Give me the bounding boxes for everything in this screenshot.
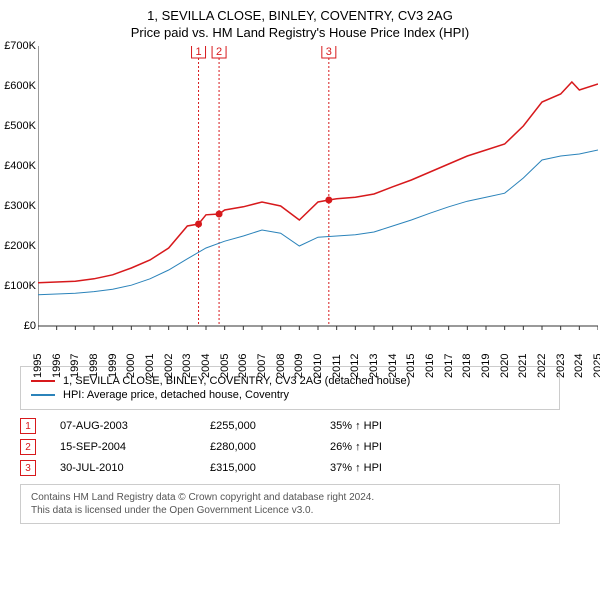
x-tick-label: 2004 [200, 354, 212, 378]
tx-price: £255,000 [210, 420, 330, 432]
tx-date: 07-AUG-2003 [60, 420, 210, 432]
y-tick-label: £100K [4, 280, 36, 292]
x-tick-label: 2014 [387, 354, 399, 378]
footer-line: This data is licensed under the Open Gov… [31, 504, 549, 517]
chart-title: 1, SEVILLA CLOSE, BINLEY, COVENTRY, CV3 … [8, 8, 592, 23]
x-tick-label: 1998 [88, 354, 100, 378]
x-tick-label: 2016 [424, 354, 436, 378]
x-tick-label: 2000 [125, 354, 137, 378]
tx-date: 15-SEP-2004 [60, 441, 210, 453]
legend-label: HPI: Average price, detached house, Cove… [63, 389, 289, 401]
tx-index: 3 [20, 460, 36, 476]
tx-delta: 35% ↑ HPI [330, 420, 450, 432]
y-tick-label: £600K [4, 80, 36, 92]
x-tick-label: 2008 [275, 354, 287, 378]
transaction-table: 1 07-AUG-2003£255,00035% ↑ HPI 2 15-SEP-200… [20, 418, 560, 476]
x-tick-label: 2007 [256, 354, 268, 378]
x-tick-label: 2013 [368, 354, 380, 378]
x-tick-label: 2001 [144, 354, 156, 378]
y-tick-label: £200K [4, 240, 36, 252]
y-tick-label: £700K [4, 40, 36, 52]
chart-plot: £0£100K£200K£300K£400K£500K£600K£700K 12… [38, 46, 598, 356]
x-tick-label: 1999 [107, 354, 119, 378]
table-row: 3 30-JUL-2010£315,00037% ↑ HPI [20, 460, 560, 476]
table-row: 2 15-SEP-2004£280,00026% ↑ HPI [20, 439, 560, 455]
y-tick-label: £0 [24, 320, 36, 332]
table-row: 1 07-AUG-2003£255,00035% ↑ HPI [20, 418, 560, 434]
y-tick-label: £400K [4, 160, 36, 172]
x-tick-label: 2022 [536, 354, 548, 378]
x-tick-label: 2021 [517, 354, 529, 378]
x-tick-label: 1996 [51, 354, 63, 378]
chart-svg: 1 2 3 [38, 46, 598, 336]
x-tick-label: 2003 [181, 354, 193, 378]
x-tick-label: 1995 [32, 354, 44, 378]
chart-container: 1, SEVILLA CLOSE, BINLEY, COVENTRY, CV3 … [0, 0, 600, 530]
x-tick-label: 1997 [69, 354, 81, 378]
svg-text:2: 2 [216, 46, 222, 58]
x-axis: 1995199619971998199920002001200220032004… [38, 356, 598, 386]
x-tick-label: 2006 [237, 354, 249, 378]
x-tick-label: 2024 [573, 354, 585, 378]
y-tick-label: £500K [4, 120, 36, 132]
tx-price: £315,000 [210, 462, 330, 474]
x-tick-label: 2015 [405, 354, 417, 378]
x-tick-label: 2002 [163, 354, 175, 378]
tx-index: 2 [20, 439, 36, 455]
legend-item: HPI: Average price, detached house, Cove… [31, 389, 549, 401]
tx-date: 30-JUL-2010 [60, 462, 210, 474]
x-tick-label: 2025 [592, 354, 600, 378]
tx-delta: 26% ↑ HPI [330, 441, 450, 453]
y-tick-label: £300K [4, 200, 36, 212]
x-tick-label: 2018 [461, 354, 473, 378]
tx-index: 1 [20, 418, 36, 434]
y-axis: £0£100K£200K£300K£400K£500K£600K£700K [4, 46, 38, 326]
x-tick-label: 2020 [499, 354, 511, 378]
x-tick-label: 2009 [293, 354, 305, 378]
tx-price: £280,000 [210, 441, 330, 453]
x-tick-label: 2017 [443, 354, 455, 378]
x-tick-label: 2005 [219, 354, 231, 378]
x-tick-label: 2019 [480, 354, 492, 378]
legend-swatch [31, 394, 55, 396]
footer-line: Contains HM Land Registry data © Crown c… [31, 491, 549, 504]
chart-subtitle: Price paid vs. HM Land Registry's House … [8, 25, 592, 40]
footer: Contains HM Land Registry data © Crown c… [20, 484, 560, 524]
svg-text:3: 3 [326, 46, 332, 58]
x-tick-label: 2012 [349, 354, 361, 378]
x-tick-label: 2011 [331, 354, 343, 378]
x-tick-label: 2010 [312, 354, 324, 378]
x-tick-label: 2023 [555, 354, 567, 378]
svg-text:1: 1 [195, 46, 201, 58]
tx-delta: 37% ↑ HPI [330, 462, 450, 474]
